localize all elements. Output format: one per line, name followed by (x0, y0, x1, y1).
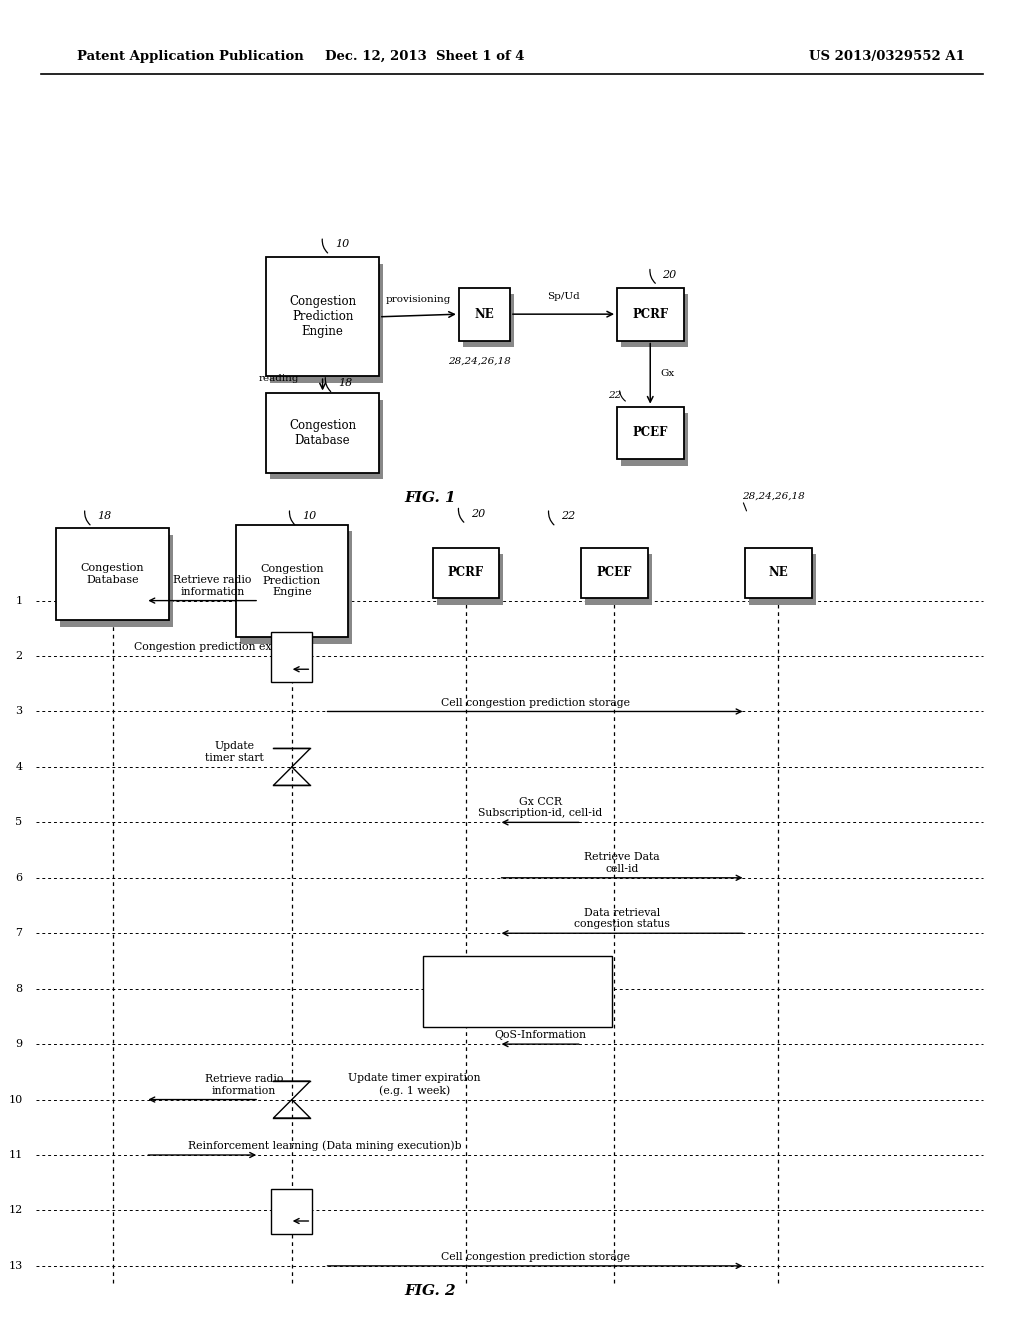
Bar (621, 294, 688, 347)
Text: Update
timer start: Update timer start (205, 742, 263, 763)
Bar (750, 554, 815, 605)
Text: 4: 4 (15, 762, 23, 772)
Text: 1: 1 (15, 595, 23, 606)
Text: US 2013/0329552 A1: US 2013/0329552 A1 (809, 50, 965, 63)
Text: Cell congestion prediction storage: Cell congestion prediction storage (440, 1251, 630, 1262)
Text: 18: 18 (338, 378, 352, 388)
Text: 12: 12 (8, 1205, 23, 1216)
Text: 8: 8 (15, 983, 23, 994)
Text: Congestion
Database: Congestion Database (289, 418, 356, 447)
Bar (240, 532, 352, 644)
Text: PCEF: PCEF (633, 426, 668, 440)
Text: 20: 20 (471, 508, 485, 519)
Text: provisioning: provisioning (386, 294, 452, 304)
Text: Reinforcement learning (Data mining execution)b: Reinforcement learning (Data mining exec… (188, 1140, 462, 1151)
Text: 28,24,26,18: 28,24,26,18 (447, 356, 511, 366)
Text: Retrieve Data
cell-id: Retrieve Data cell-id (585, 853, 659, 874)
Text: 3: 3 (15, 706, 23, 717)
Bar (236, 525, 348, 638)
Text: NE: NE (474, 308, 495, 321)
Text: 28,24,26,18: 28,24,26,18 (741, 491, 805, 500)
Bar (621, 413, 688, 466)
Text: reading: reading (259, 374, 300, 383)
Bar (745, 548, 811, 598)
Text: 18: 18 (97, 511, 112, 521)
Bar (60, 535, 173, 627)
Text: 11: 11 (8, 1150, 23, 1160)
Bar (270, 264, 383, 383)
Text: Update timer expiration
(e.g. 1 week): Update timer expiration (e.g. 1 week) (348, 1073, 480, 1096)
Text: 7: 7 (15, 928, 23, 939)
Text: 10: 10 (302, 511, 316, 521)
Bar (56, 528, 169, 620)
Text: PCRF: PCRF (632, 308, 669, 321)
Text: Patent Application Publication: Patent Application Publication (77, 50, 303, 63)
Bar (459, 288, 510, 341)
Bar (266, 393, 379, 473)
Text: Congestion
Database: Congestion Database (81, 564, 144, 585)
Text: 10: 10 (8, 1094, 23, 1105)
Bar (266, 257, 379, 376)
Bar (586, 554, 652, 605)
Text: Sp/Ud: Sp/Ud (547, 292, 580, 301)
Text: Cell congestion prediction storage: Cell congestion prediction storage (440, 697, 630, 708)
Text: PCRF: PCRF (447, 566, 484, 579)
Bar (463, 294, 514, 347)
Bar (271, 1189, 312, 1234)
Text: Retrieve radio
information: Retrieve radio information (173, 576, 252, 597)
Text: 5: 5 (15, 817, 23, 828)
Text: Congestion
Prediction
Engine: Congestion Prediction Engine (289, 296, 356, 338)
Text: Gx CCR
Subscription-id, cell-id: Gx CCR Subscription-id, cell-id (478, 797, 602, 818)
Text: Dec. 12, 2013  Sheet 1 of 4: Dec. 12, 2013 Sheet 1 of 4 (326, 50, 524, 63)
Text: Gx: Gx (660, 370, 675, 378)
Text: 13: 13 (8, 1261, 23, 1271)
Text: Data retrieval
congestion status: Data retrieval congestion status (574, 908, 670, 929)
Bar (270, 400, 383, 479)
Text: Gx CCA
QoS-Information: Gx CCA QoS-Information (495, 1019, 586, 1040)
Text: PCEF: PCEF (597, 566, 632, 579)
Text: NE: NE (768, 566, 788, 579)
Bar (423, 956, 612, 1027)
Text: 2: 2 (15, 651, 23, 661)
Text: Retrieve radio
information: Retrieve radio information (205, 1074, 284, 1096)
Bar (582, 548, 648, 598)
Text: 20: 20 (663, 269, 677, 280)
Bar (436, 554, 504, 605)
Text: FIG. 1: FIG. 1 (404, 491, 456, 504)
Bar (432, 548, 500, 598)
Text: Apply policies based on the
predicted cell congestion status: Apply policies based on the predicted ce… (430, 981, 605, 1002)
Text: 6: 6 (15, 873, 23, 883)
Text: 22: 22 (608, 391, 622, 400)
Text: Congestion prediction execution: Congestion prediction execution (134, 642, 311, 652)
Text: 22: 22 (561, 511, 575, 521)
Bar (271, 632, 312, 682)
Text: 10: 10 (335, 239, 349, 249)
Text: Congestion
Prediction
Engine: Congestion Prediction Engine (260, 564, 324, 598)
Text: FIG. 2: FIG. 2 (404, 1284, 456, 1298)
Text: 9: 9 (15, 1039, 23, 1049)
Bar (616, 288, 684, 341)
Bar (616, 407, 684, 459)
